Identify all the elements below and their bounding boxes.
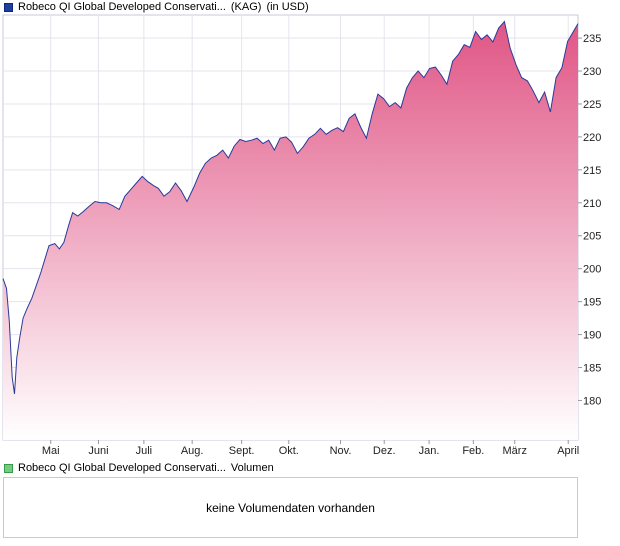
y-tick-label: 235 [583,33,601,45]
y-tick-label: 185 [583,363,601,375]
x-tick-label: Juli [136,445,153,457]
x-tick-label: Sept. [229,445,255,457]
x-axis: Mai Juni Juli Aug. Sept. Okt. Nov. Dez. Jan. Feb.… [42,440,579,457]
y-tick-label: 215 [583,165,601,177]
x-tick-label: Okt. [279,445,299,457]
volume-series-label: Volumen [230,462,274,474]
y-tick-label: 230 [583,66,601,78]
volume-panel: keine Volumendaten vorhanden [3,477,578,538]
volume-empty-message: keine Volumendaten vorhanden [206,500,375,515]
x-tick-label: Feb. [462,445,484,457]
price-series-type: (KAG) [230,1,262,13]
x-tick-label: April [557,445,579,457]
y-axis: 180 185 190 195 200 205 210 215 220 225 230 235 [578,33,601,407]
y-tick-label: 195 [583,297,601,309]
x-tick-label: März [503,445,527,457]
y-tick-label: 220 [583,132,601,144]
price-series-swatch [4,2,13,12]
price-line [2,20,579,394]
price-series-currency: (in USD) [266,1,309,13]
x-tick-label: Mai [42,445,60,457]
y-tick-label: 200 [583,264,601,276]
volume-series-name: Robeco QI Global Developed Conservati... [18,462,226,474]
price-legend: Robeco QI Global Developed Conservati...… [4,0,309,14]
y-tick-label: 180 [583,395,601,407]
price-area [3,21,578,440]
volume-series-swatch [4,463,13,473]
y-tick-label: 225 [583,99,601,111]
price-series-name: Robeco QI Global Developed Conservati... [18,1,226,13]
x-tick-label: Juni [88,445,108,457]
y-tick-label: 190 [583,330,601,342]
x-tick-label: Jan. [419,445,440,457]
x-tick-label: Aug. [181,445,204,457]
price-chart: 180 185 190 195 200 205 210 215 220 225 230 235 Mai… [2,14,601,457]
volume-legend: Robeco QI Global Developed Conservati...… [4,461,274,475]
x-tick-label: Dez. [373,445,396,457]
y-tick-label: 205 [583,231,601,243]
x-tick-label: Nov. [330,445,352,457]
y-tick-label: 210 [583,198,601,210]
